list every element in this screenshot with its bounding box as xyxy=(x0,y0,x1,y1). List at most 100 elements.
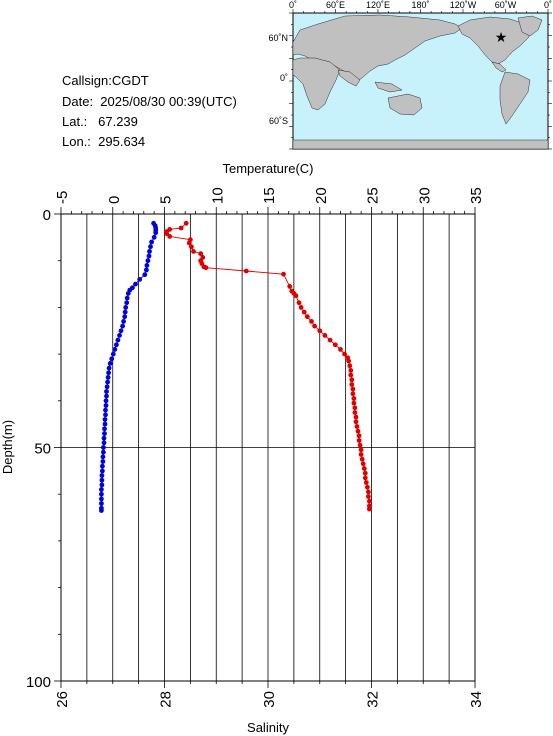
salinity-point xyxy=(107,361,113,366)
temperature-point xyxy=(360,461,366,467)
salinity-point xyxy=(125,291,131,296)
salinity-point xyxy=(105,379,110,385)
salinity-point xyxy=(122,314,128,320)
map-latitude-label: 60˚S xyxy=(269,116,288,126)
salinity-point xyxy=(102,417,108,422)
salinity-point xyxy=(99,491,104,497)
salinity-point xyxy=(144,267,149,273)
salinity-point xyxy=(112,347,118,352)
salinity-point xyxy=(99,501,104,506)
salinity-point xyxy=(121,319,126,324)
salinity-point xyxy=(104,384,110,390)
salinity-point xyxy=(102,421,108,427)
temperature-tick-label: 20 xyxy=(313,187,330,204)
temperature-point xyxy=(164,231,170,237)
salinity-point xyxy=(106,365,112,371)
temperature-point xyxy=(351,400,357,406)
temperature-tick-label: 0 xyxy=(106,196,123,204)
salinity-point xyxy=(99,477,105,483)
depth-axis-label: Depth(m) xyxy=(0,420,15,474)
salinity-point xyxy=(123,305,129,310)
salinity-point xyxy=(99,508,104,513)
temperature-point xyxy=(363,480,369,485)
temperature-point xyxy=(191,249,196,254)
salinity-point xyxy=(153,230,159,236)
temperature-point xyxy=(281,271,286,277)
temperature-point xyxy=(366,494,371,499)
salinity-point xyxy=(106,370,111,376)
salinity-point xyxy=(99,487,104,492)
salinity-point xyxy=(109,356,115,362)
salinity-point xyxy=(118,328,124,334)
temperature-point xyxy=(353,419,359,425)
temperature-point xyxy=(301,309,307,315)
temperature-point xyxy=(358,447,364,453)
salinity-point xyxy=(103,407,108,413)
salinity-point xyxy=(144,263,150,268)
map-longitude-label: 60˚W xyxy=(495,0,517,10)
depth-axis: 0 50 100 xyxy=(26,207,61,691)
depth-tick-label: 0 xyxy=(43,207,51,224)
temperature-tick-label: 25 xyxy=(365,187,382,204)
salinity-point xyxy=(149,239,155,245)
salinity-point xyxy=(104,393,109,399)
salinity-point xyxy=(104,389,109,394)
salinity-tick-label: 26 xyxy=(54,691,71,708)
salinity-point xyxy=(99,473,105,478)
map-longitude-label: 180˚ xyxy=(411,0,429,10)
salinity-point xyxy=(142,272,148,278)
salinity-point xyxy=(124,300,130,306)
temperature-tick-label: 5 xyxy=(158,196,175,204)
salinity-tick-label: 32 xyxy=(365,691,382,708)
salinity-point xyxy=(102,431,107,436)
temperature-point xyxy=(348,368,354,373)
series-layer xyxy=(99,220,372,513)
temperature-point xyxy=(355,428,361,434)
temperature-point xyxy=(352,405,358,411)
longitude-text: Lon.: 295.634 xyxy=(62,134,146,149)
temperature-point xyxy=(366,489,371,495)
temperature-tick-label: -5 xyxy=(54,191,71,204)
temperature-point xyxy=(183,220,189,226)
salinity-axis-label: Salinity xyxy=(247,720,289,735)
temperature-point xyxy=(167,234,173,239)
temperature-point xyxy=(309,319,314,324)
salinity-tick-label: 34 xyxy=(468,691,485,708)
temperature-tick-label: 15 xyxy=(261,187,278,204)
temperature-point xyxy=(298,305,304,310)
temperature-point xyxy=(356,438,362,443)
temperature-point xyxy=(327,337,333,343)
salinity-axis: 26 28 30 32 34 xyxy=(54,681,485,708)
map-longitude-labels: 0˚ 60˚E 120˚E 180˚ 120˚W 60˚W 0˚ xyxy=(289,0,552,10)
salinity-tick-label: 30 xyxy=(261,691,278,708)
temperature-point xyxy=(349,377,355,383)
temperature-point xyxy=(351,396,357,401)
temperature-point xyxy=(186,240,192,246)
map-longitude-label: 120˚E xyxy=(366,0,390,10)
temperature-point xyxy=(361,466,367,471)
temperature-point xyxy=(357,442,363,448)
map-latitude-label: 0˚ xyxy=(280,73,288,83)
temperature-point xyxy=(317,328,323,334)
temperature-point xyxy=(362,470,368,476)
temperature-point xyxy=(353,414,359,420)
temperature-point xyxy=(346,358,352,364)
depth-tick-label: 50 xyxy=(34,441,51,458)
depth-tick-label: 100 xyxy=(26,674,51,691)
chart-grid xyxy=(61,214,475,681)
salinity-point xyxy=(110,351,116,357)
temperature-point xyxy=(189,244,194,250)
salinity-point xyxy=(101,440,107,446)
salinity-tick-label: 28 xyxy=(158,691,175,708)
temperature-point xyxy=(178,225,184,231)
temperature-point xyxy=(338,347,343,352)
map-latitude-labels: 60˚N 0˚ 60˚S xyxy=(268,33,288,126)
temperature-point xyxy=(367,498,372,504)
callsign-text: Callsign:CGDT xyxy=(62,73,149,88)
temperature-point xyxy=(349,382,355,387)
temperature-point xyxy=(296,300,302,306)
temperature-point xyxy=(362,475,368,481)
salinity-point xyxy=(122,309,128,315)
location-map: 0˚ 60˚E 120˚E 180˚ 120˚W 60˚W 0˚ 60˚N 0˚ 60˚S ★ xyxy=(268,0,552,150)
salinity-point xyxy=(117,333,122,338)
